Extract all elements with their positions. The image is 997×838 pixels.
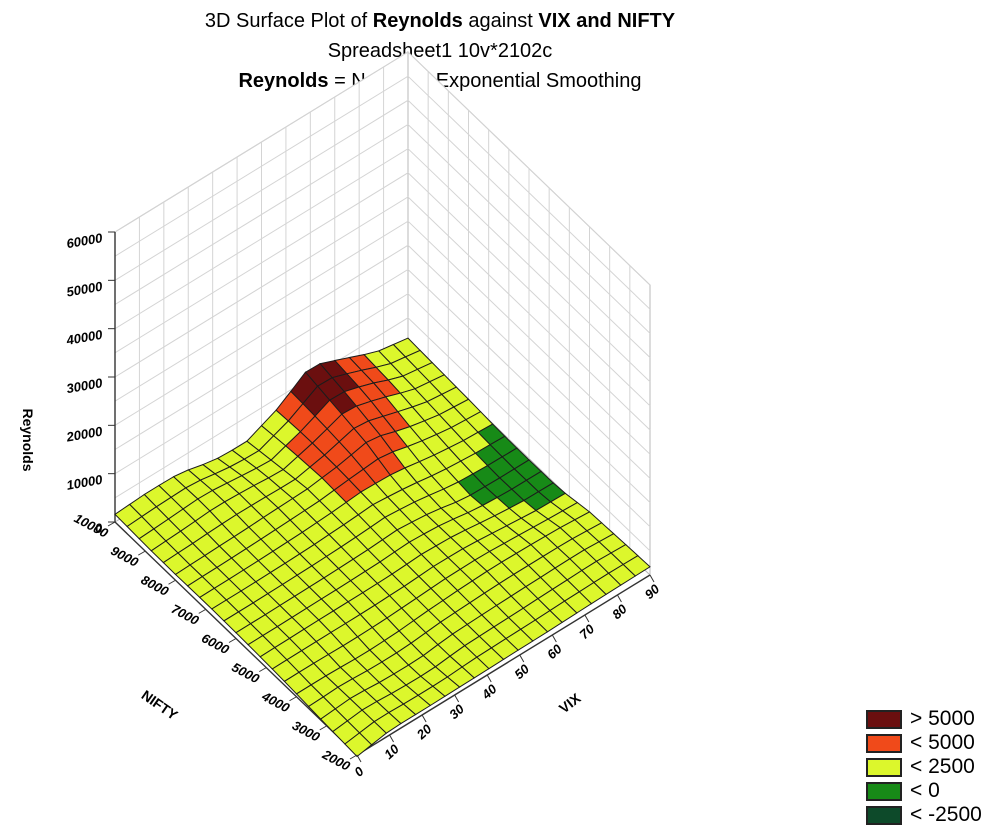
- grid-line: [114, 51, 651, 286]
- legend-swatch: [866, 757, 902, 777]
- reynolds-tick-label: 0: [94, 520, 104, 536]
- legend-label: < 2500: [910, 755, 975, 778]
- legend: > 5000 < 5000 < 2500 < 0 < -2500: [866, 707, 982, 827]
- legend-swatch: [866, 805, 902, 825]
- vix-tick-label: 70: [576, 621, 597, 642]
- legend-item: > 5000: [866, 707, 982, 731]
- reynolds-tick-label: 30000: [65, 375, 104, 396]
- nifty-tick-mark: [168, 579, 176, 585]
- grid-line: [114, 123, 651, 358]
- nifty-tick-label: 3000: [290, 718, 323, 745]
- reynolds-tick-label: 50000: [65, 278, 104, 299]
- legend-label: < 0: [910, 779, 940, 802]
- vix-tick-mark: [519, 654, 525, 663]
- vix-tick-mark: [584, 614, 590, 623]
- legend-swatch: [866, 733, 902, 753]
- nifty-tick-mark: [107, 521, 116, 527]
- nifty-tick-mark: [349, 754, 358, 760]
- vix-tick-label: 60: [544, 641, 565, 662]
- vix-tick-mark: [486, 674, 492, 683]
- chart-title: 3D Surface Plot of Reynolds against VIX …: [204, 10, 676, 32]
- grid-line: [114, 293, 651, 528]
- nifty-tick-mark: [198, 608, 206, 614]
- legend-label: > 5000: [910, 707, 975, 730]
- legend-item: < 2500: [866, 755, 982, 779]
- legend-swatch: [866, 781, 902, 801]
- grid-line: [114, 148, 651, 383]
- reynolds-tick-label: 10000: [65, 472, 104, 493]
- legend-item: < 0: [866, 779, 982, 803]
- grid-line: [114, 172, 651, 407]
- grid-line: [114, 268, 651, 503]
- nifty-tick-mark: [228, 638, 237, 643]
- nifty-axis-label: NIFTY: [139, 687, 182, 724]
- vix-tick-mark: [421, 714, 427, 723]
- nifty-tick-label: 10000: [72, 510, 112, 541]
- vix-tick-mark: [551, 634, 557, 643]
- nifty-tick-mark: [138, 550, 146, 556]
- vix-tick-mark: [454, 694, 460, 703]
- vix-axis-label: VIX: [556, 689, 584, 716]
- nifty-tick-label: 6000: [199, 630, 232, 657]
- nifty-tick-mark: [319, 725, 327, 731]
- grid-line: [114, 75, 651, 310]
- vix-tick-label: 20: [413, 721, 435, 743]
- vix-tick-mark: [389, 734, 394, 743]
- grid-line: [114, 244, 651, 479]
- vix-tick-label: 80: [609, 601, 630, 622]
- reynolds-axis-label: Reynolds: [20, 408, 36, 471]
- vix-tick-label: 50: [511, 661, 532, 682]
- nifty-tick-label: 9000: [108, 543, 141, 570]
- vix-tick-label: 40: [478, 681, 500, 703]
- nifty-tick-mark: [259, 667, 267, 673]
- legend-item: < -2500: [866, 803, 982, 827]
- legend-swatch: [866, 709, 902, 729]
- reynolds-tick-label: 40000: [64, 327, 104, 348]
- legend-item: < 5000: [866, 731, 982, 755]
- nifty-tick-label: 4000: [259, 688, 293, 716]
- legend-label: < -2500: [910, 803, 982, 826]
- vix-tick-label: 90: [642, 581, 663, 602]
- surface-cell: [344, 732, 373, 758]
- chart-subtitle: Spreadsheet1 10v*2102c: [327, 40, 553, 62]
- vix-tick-label: 10: [381, 741, 402, 762]
- vix-tick-label: 0: [351, 763, 367, 780]
- nifty-tick-label: 7000: [169, 601, 202, 628]
- nifty-tick-label: 8000: [139, 572, 172, 599]
- vix-tick-mark: [649, 574, 655, 583]
- grid-line: [114, 99, 651, 334]
- nifty-tick-label: 5000: [229, 659, 262, 686]
- reynolds-tick-label: 60000: [65, 230, 104, 251]
- vix-tick-mark: [617, 594, 622, 603]
- reynolds-tick-label: 20000: [64, 423, 104, 444]
- vix-tick-mark: [356, 754, 362, 763]
- nifty-tick-label: 2000: [319, 746, 353, 774]
- grid-line: [114, 317, 651, 552]
- grid-line: [114, 196, 651, 431]
- legend-label: < 5000: [910, 731, 975, 754]
- nifty-tick-mark: [289, 696, 297, 702]
- vix-axis-line: [356, 574, 651, 756]
- grid-line: [114, 220, 651, 455]
- vix-tick-label: 30: [446, 701, 467, 722]
